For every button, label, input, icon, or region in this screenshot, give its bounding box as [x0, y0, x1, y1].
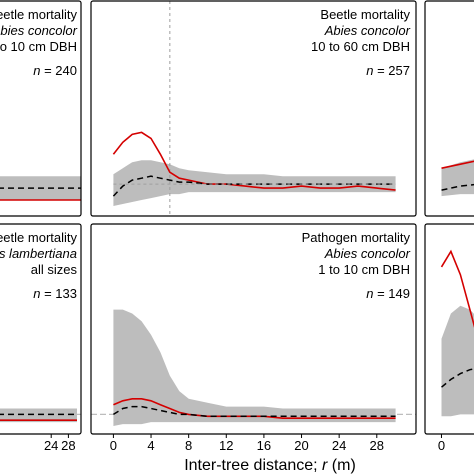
panel-frame [0, 0, 82, 217]
x-tick-label: 16 [257, 438, 271, 453]
panel-plot-area [91, 309, 416, 426]
x-tick-label: 24 [332, 438, 346, 453]
panel-plot-area [0, 408, 81, 423]
x-tick-label: 20 [294, 438, 308, 453]
panel-frame [0, 223, 82, 435]
envelope-band [441, 305, 474, 417]
panel-plot-area [441, 159, 474, 197]
series-observed [441, 160, 474, 169]
panel-title-line: all sizes [31, 262, 78, 277]
panel-title-line: 10 to 60 cm DBH [311, 39, 410, 54]
panel-plot-area [112, 1, 396, 216]
panel-title-line: es lambertiana [0, 246, 77, 261]
x-axis-label: Inter-tree distance; r (m) [184, 457, 356, 474]
envelope-band [441, 159, 474, 197]
panel-frame [90, 0, 417, 217]
panel-frame [424, 223, 474, 435]
n-value: = 149 [373, 286, 410, 301]
x-tick-label: 12 [219, 438, 233, 453]
x-tick-label: 8 [185, 438, 192, 453]
series-expected [441, 183, 474, 191]
x-tick-label: 28 [370, 438, 384, 453]
envelope-band [113, 309, 396, 426]
panel-n-label: n = 240 [33, 63, 77, 78]
panel-bottom-right: 04 [424, 223, 474, 453]
envelope-band [0, 408, 77, 423]
panel-top-right [424, 0, 474, 217]
panel-title-line: Abies concolor [324, 246, 411, 261]
series-observed [440, 249, 474, 328]
n-symbol: n [366, 63, 373, 78]
panel-title-line: Beetle mortality [320, 7, 410, 22]
n-value: = 257 [373, 63, 410, 78]
x-tick-label: 0 [438, 438, 445, 453]
panel-title-line: 1 to 10 cm DBH [0, 39, 77, 54]
panel-frame [90, 223, 417, 435]
series-observed [113, 397, 396, 420]
x-tick-label: 24 [44, 438, 58, 453]
x-tick-label: 0 [110, 438, 117, 453]
panel-title-line: eetle mortality [0, 7, 77, 22]
panel-n-label: n = 149 [366, 286, 410, 301]
series-expected [441, 368, 474, 388]
x-tick-label: 4 [147, 438, 154, 453]
n-symbol: n [33, 63, 40, 78]
panel-plot-area [0, 176, 81, 201]
envelope-band [113, 160, 396, 206]
series-expected [113, 405, 396, 418]
panel-title-line: Abies concolor [324, 23, 411, 38]
panel-plot-area [440, 249, 474, 417]
panel-n-label: n = 257 [366, 63, 410, 78]
n-value: = 133 [40, 286, 77, 301]
n-symbol: n [366, 286, 373, 301]
x-tick-label: 28 [61, 438, 75, 453]
panel-title-line: eetle mortality [0, 230, 77, 245]
panel-n-label: n = 133 [33, 286, 77, 301]
panel-title-line: Abies concolor [0, 23, 78, 38]
n-symbol: n [33, 286, 40, 301]
panel-title-line: Pathogen mortality [302, 230, 411, 245]
n-value: = 240 [40, 63, 77, 78]
panel-frame [424, 0, 474, 217]
panel-title-line: 1 to 10 cm DBH [318, 262, 410, 277]
